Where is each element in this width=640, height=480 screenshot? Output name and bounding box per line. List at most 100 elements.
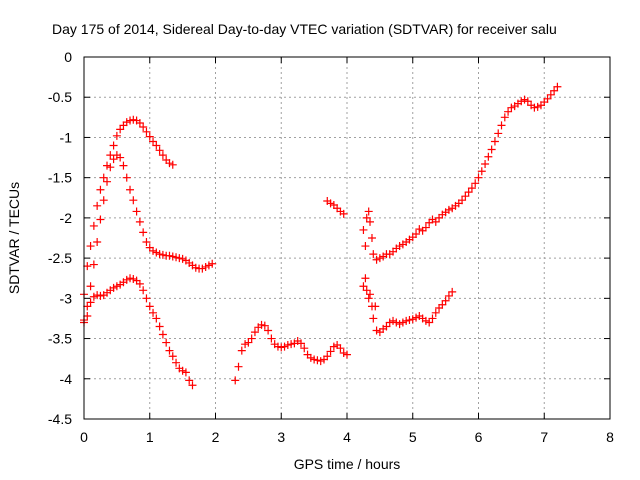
- data-point: [431, 217, 440, 226]
- data-point: [99, 196, 108, 205]
- data-point: [158, 250, 167, 259]
- data-point: [543, 94, 552, 103]
- data-point: [231, 376, 240, 385]
- plot-frame: [83, 56, 611, 420]
- data-point: [139, 228, 148, 237]
- data-point: [296, 339, 305, 348]
- data-point: [438, 300, 447, 309]
- data-point: [116, 153, 125, 162]
- data-point: [181, 368, 190, 377]
- data-point: [497, 121, 506, 130]
- data-point: [444, 205, 453, 214]
- data-point: [408, 315, 417, 324]
- data-point: [398, 318, 407, 327]
- data-point: [198, 264, 207, 273]
- data-point: [132, 207, 141, 216]
- y-tick-label: -1.5: [48, 170, 72, 186]
- data-point: [372, 255, 381, 264]
- data-point: [96, 291, 105, 300]
- data-point: [112, 282, 121, 291]
- data-point: [504, 107, 513, 116]
- y-tick-label: -3: [60, 290, 73, 306]
- data-point: [382, 322, 391, 331]
- series-arc-6: [359, 82, 562, 264]
- data-point: [494, 129, 503, 138]
- data-point: [168, 352, 177, 361]
- data-point: [487, 145, 496, 154]
- data-point: [520, 95, 529, 104]
- y-tick-labels: 0 -0.5 -1 -1.5 -2 -2.5 -3 -3.5 -4 -4.5: [48, 49, 72, 427]
- data-point: [500, 113, 509, 122]
- data-point: [523, 97, 532, 106]
- x-tick-label: 0: [80, 429, 88, 445]
- data-point: [145, 302, 154, 311]
- data-points: [80, 82, 562, 390]
- data-point: [122, 118, 131, 127]
- y-tick-label: -4.5: [48, 411, 72, 427]
- data-point: [339, 349, 348, 358]
- data-point: [152, 314, 161, 323]
- x-tick-label: 3: [277, 429, 285, 445]
- data-point: [395, 242, 404, 251]
- data-point: [188, 381, 197, 390]
- data-point: [149, 308, 158, 317]
- data-point: [364, 294, 373, 303]
- data-point: [343, 350, 351, 359]
- data-point: [112, 131, 121, 140]
- data-point: [441, 296, 450, 305]
- data-point: [431, 308, 440, 317]
- data-point: [126, 274, 135, 283]
- data-point: [336, 344, 345, 353]
- data-point: [260, 321, 269, 330]
- data-point: [405, 316, 414, 325]
- data-point: [546, 90, 555, 99]
- x-tick-label: 8: [606, 429, 614, 445]
- series-arc-5: [323, 196, 348, 218]
- data-point: [550, 86, 559, 95]
- data-point: [208, 259, 217, 268]
- x-tick-labels: 0 1 2 3 4 5 6 7 8: [80, 429, 614, 445]
- data-point: [402, 316, 411, 325]
- data-point: [326, 199, 335, 208]
- data-point: [371, 302, 380, 311]
- series-arc-3: [80, 274, 197, 390]
- data-point: [264, 326, 273, 335]
- data-point: [99, 173, 108, 182]
- data-point: [277, 343, 286, 352]
- data-point: [142, 238, 151, 247]
- data-point: [412, 229, 421, 238]
- data-point: [329, 342, 338, 351]
- data-point: [257, 320, 266, 329]
- data-point: [129, 196, 138, 205]
- data-point: [471, 179, 480, 188]
- data-point: [168, 252, 177, 261]
- data-point: [129, 275, 138, 284]
- data-point: [119, 161, 128, 170]
- data-point: [533, 102, 542, 111]
- x-axis-label: GPS time / hours: [294, 456, 401, 472]
- data-point: [83, 262, 92, 271]
- y-tick-label: -1: [60, 129, 73, 145]
- data-point: [96, 185, 105, 194]
- data-point: [359, 225, 368, 234]
- data-point: [162, 338, 171, 347]
- data-point: [490, 137, 499, 146]
- data-point: [364, 207, 373, 216]
- data-point: [135, 118, 144, 127]
- data-point: [484, 152, 493, 161]
- data-point: [135, 279, 144, 288]
- x-tick-label: 5: [409, 429, 417, 445]
- data-point: [323, 352, 332, 361]
- data-point: [530, 103, 539, 112]
- data-point: [313, 356, 322, 365]
- data-point: [122, 275, 131, 284]
- data-point: [135, 217, 144, 226]
- data-point: [191, 263, 200, 272]
- data-point: [425, 318, 434, 327]
- data-point: [339, 209, 348, 218]
- data-point: [250, 328, 259, 337]
- data-point: [89, 260, 98, 269]
- data-point: [83, 312, 92, 321]
- y-tick-label: -3.5: [48, 331, 72, 347]
